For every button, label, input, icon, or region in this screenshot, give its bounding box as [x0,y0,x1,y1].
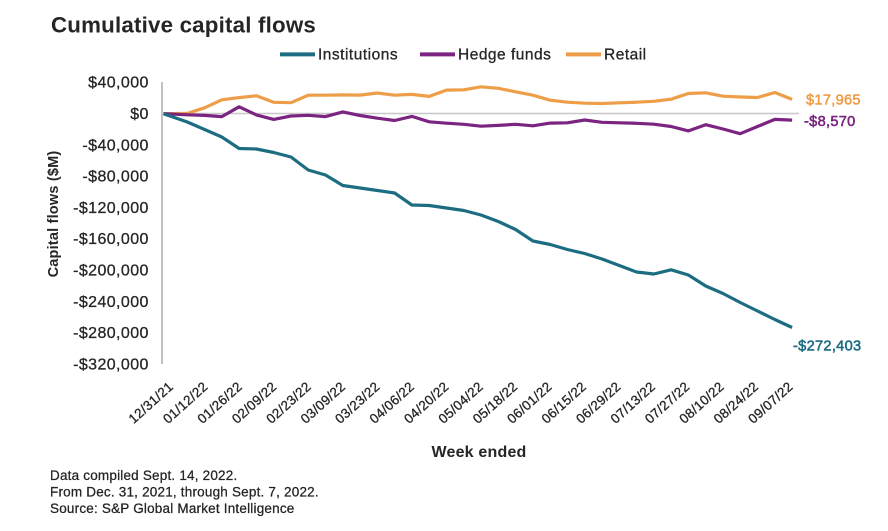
svg-text:$0: $0 [130,106,149,123]
svg-text:-$80,000: -$80,000 [82,169,148,186]
svg-text:Hedge funds: Hedge funds [458,46,551,63]
svg-text:-$280,000: -$280,000 [73,325,149,342]
svg-text:-$272,403: -$272,403 [793,339,861,355]
svg-text:$40,000: $40,000 [88,75,149,92]
svg-text:From Dec. 31, 2021, through Se: From Dec. 31, 2021, through Sept. 7, 202… [50,485,319,500]
svg-text:Week ended: Week ended [431,444,526,461]
svg-text:-$40,000: -$40,000 [82,137,148,154]
svg-text:-$240,000: -$240,000 [73,294,149,311]
svg-text:Data compiled Sept. 14, 2022.: Data compiled Sept. 14, 2022. [50,468,237,483]
svg-text:-$320,000: -$320,000 [73,357,149,374]
svg-text:-$160,000: -$160,000 [73,231,149,248]
svg-text:Cumulative capital flows: Cumulative capital flows [51,13,316,38]
svg-text:Capital flows ($M): Capital flows ($M) [46,151,62,278]
svg-text:-$8,570: -$8,570 [804,114,856,130]
svg-text:-$200,000: -$200,000 [73,263,149,280]
svg-text:Source: S&P Global Market Inte: Source: S&P Global Market Intelligence [50,501,294,516]
svg-text:$17,965: $17,965 [806,93,861,109]
svg-text:Institutions: Institutions [318,46,398,63]
svg-text:Retail: Retail [604,46,647,63]
svg-text:-$120,000: -$120,000 [73,200,149,217]
